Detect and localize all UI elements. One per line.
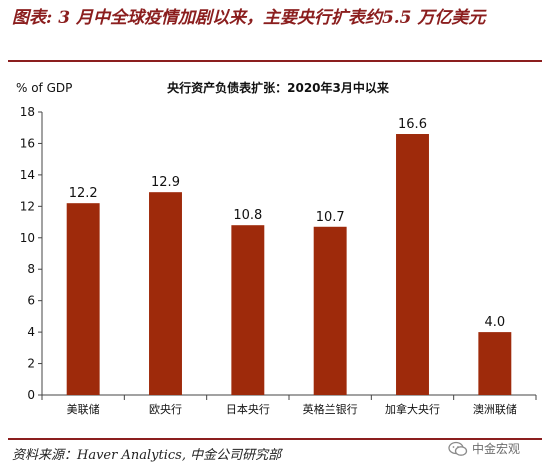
y-tick-label: 16 bbox=[20, 136, 35, 150]
wechat-icon bbox=[448, 441, 468, 456]
data-label: 16.6 bbox=[398, 117, 427, 132]
y-tick-label: 4 bbox=[27, 325, 35, 339]
plot-area: 0 2 4 6 8 10 12 14 16 18 12.2 美联储 12.9 欧央行 10.8 日本央行 10.… bbox=[20, 105, 537, 416]
data-label: 12.2 bbox=[69, 186, 98, 201]
x-tick-label: 加拿大央行 bbox=[385, 402, 440, 416]
x-tick-label: 英格兰银行 bbox=[303, 402, 358, 416]
y-axis-label: % of GDP bbox=[16, 81, 72, 95]
x-tick-label: 欧央行 bbox=[149, 403, 182, 416]
source-note: 资料来源：Haver Analytics, 中金公司研究部 bbox=[12, 448, 282, 463]
x-tick-label: 澳洲联储 bbox=[473, 402, 517, 416]
y-tick-label: 14 bbox=[20, 168, 35, 182]
y-tick-label: 8 bbox=[27, 262, 35, 276]
y-tick-label: 0 bbox=[27, 388, 35, 402]
data-label: 10.8 bbox=[233, 208, 262, 223]
y-tick-label: 10 bbox=[20, 231, 35, 245]
bar bbox=[149, 192, 182, 395]
data-label: 4.0 bbox=[484, 315, 505, 330]
y-tick-label: 18 bbox=[20, 105, 35, 119]
y-tick-label: 6 bbox=[27, 294, 35, 308]
data-label: 10.7 bbox=[316, 210, 345, 225]
x-tick-label: 日本央行 bbox=[226, 402, 270, 416]
bar bbox=[231, 225, 265, 395]
bar bbox=[396, 134, 429, 395]
data-label: 12.9 bbox=[151, 175, 180, 190]
page-title: 图表: 3 月中全球疫情加剧以来，主要央行扩表约5.5 万亿美元 bbox=[12, 8, 486, 28]
x-tick-label: 美联储 bbox=[67, 402, 100, 416]
title-divider bbox=[8, 60, 542, 62]
chart-title: 央行资产负债表扩张：2020年3月中以来 bbox=[167, 80, 390, 95]
bar bbox=[313, 226, 347, 395]
bar-chart: % of GDP 央行资产负债表扩张：2020年3月中以来 0 2 4 6 8 10 12 1… bbox=[16, 80, 537, 416]
watermark: 中金宏观 bbox=[448, 440, 520, 457]
bar bbox=[66, 203, 100, 395]
y-tick-label: 2 bbox=[27, 357, 35, 371]
watermark-text: 中金宏观 bbox=[472, 442, 521, 456]
y-tick-label: 12 bbox=[20, 199, 35, 213]
footer-divider bbox=[8, 438, 542, 440]
bar bbox=[478, 332, 512, 395]
